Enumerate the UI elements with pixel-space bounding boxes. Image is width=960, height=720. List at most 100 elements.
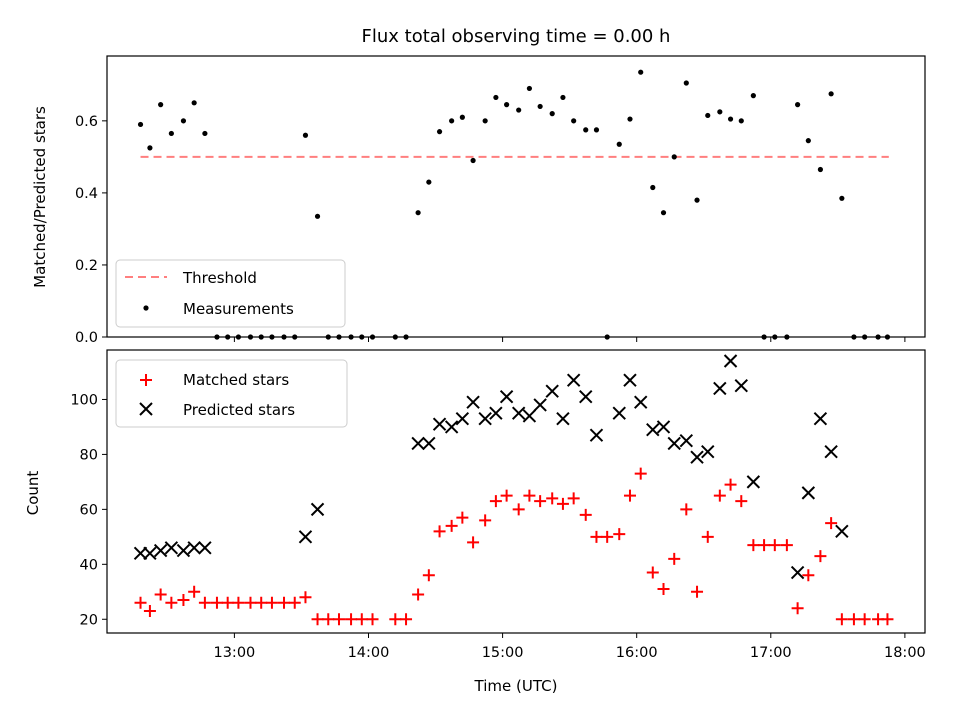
predicted-star-point bbox=[143, 546, 157, 561]
matched-star-point bbox=[255, 596, 268, 609]
matched-star-point bbox=[400, 613, 413, 626]
predicted-star-point bbox=[790, 565, 805, 580]
measurement-point bbox=[415, 210, 421, 216]
legend-measurements-label: Measurements bbox=[183, 300, 294, 318]
predicted-star-point bbox=[679, 433, 694, 448]
matched-star-point bbox=[165, 596, 178, 609]
predicted-star-point bbox=[489, 406, 503, 420]
predicted-star-point bbox=[556, 411, 570, 426]
predicted-star-point bbox=[612, 406, 626, 420]
y-tick-label: 20 bbox=[80, 612, 98, 628]
y-tick-label: 0.6 bbox=[75, 114, 98, 130]
x-tick-label: 13:00 bbox=[213, 645, 255, 661]
measurement-point bbox=[470, 157, 476, 164]
matched-star-point bbox=[847, 613, 860, 626]
predicted-star-point bbox=[466, 395, 480, 409]
measurement-point bbox=[158, 102, 164, 108]
matched-star-point bbox=[355, 613, 368, 626]
measurement-point bbox=[436, 129, 443, 135]
matched-star-point bbox=[198, 596, 211, 609]
y-tick-label: 60 bbox=[80, 502, 98, 518]
measurement-point bbox=[459, 114, 465, 120]
matched-star-point bbox=[322, 613, 335, 626]
matched-star-point bbox=[412, 588, 425, 601]
matched-star-point bbox=[579, 508, 592, 521]
measurement-point bbox=[147, 145, 153, 151]
matched-star-point bbox=[512, 503, 525, 516]
matched-star-point bbox=[758, 539, 771, 552]
matched-star-point bbox=[154, 588, 167, 601]
predicted-star-point bbox=[198, 541, 212, 555]
measurement-point bbox=[660, 210, 667, 216]
predicted-star-point bbox=[566, 373, 581, 387]
matched-star-point bbox=[134, 596, 147, 609]
matched-star-point bbox=[601, 530, 614, 543]
matched-star-point bbox=[657, 583, 670, 596]
matched-star-point bbox=[366, 613, 379, 626]
measurement-point bbox=[504, 102, 510, 108]
measurement-point bbox=[738, 118, 744, 124]
count-y-axis: 20 40 60 80 100 bbox=[70, 392, 107, 628]
matched-star-point bbox=[332, 613, 345, 626]
matched-star-point bbox=[445, 519, 458, 532]
predicted-star-point bbox=[701, 444, 715, 459]
count-panel: 20 40 60 80 100 13:00 14:00 15:00 16:00 17:00 18:… bbox=[24, 349, 926, 695]
predicted-star-point bbox=[723, 354, 738, 368]
x-axis-label: Time (UTC) bbox=[474, 677, 558, 695]
count-legend: Matched stars Predicted stars bbox=[115, 359, 348, 428]
matched-star-point bbox=[791, 602, 804, 615]
matched-star-point bbox=[623, 489, 636, 502]
matched-star-point bbox=[143, 605, 156, 618]
predicted-star-point bbox=[813, 411, 828, 426]
measurement-point bbox=[549, 111, 555, 117]
measurement-point bbox=[314, 213, 321, 219]
predicted-star-point bbox=[432, 417, 447, 431]
measurement-point bbox=[683, 80, 689, 86]
measurement-point bbox=[839, 195, 845, 201]
predicted-star-point bbox=[713, 381, 727, 396]
predicted-star-point bbox=[646, 422, 660, 437]
matched-star-point bbox=[724, 478, 737, 491]
matched-star-point bbox=[433, 525, 446, 538]
measurement-point bbox=[583, 127, 589, 133]
ratio-plot-area bbox=[137, 69, 891, 340]
x-tick-label: 14:00 bbox=[348, 645, 390, 661]
measurement-point bbox=[537, 103, 543, 110]
ratio-y-axis-label: Matched/Predicted stars bbox=[31, 106, 49, 288]
x-tick-label: 17:00 bbox=[750, 645, 792, 661]
predicted-star-point bbox=[824, 444, 838, 459]
measurement-point bbox=[616, 141, 622, 147]
predicted-star-point bbox=[422, 436, 436, 451]
predicted-star-point bbox=[478, 411, 492, 426]
predicted-star-point bbox=[176, 543, 191, 558]
matched-star-point bbox=[278, 596, 291, 609]
legend-matched-swatch bbox=[140, 374, 152, 386]
measurement-point bbox=[426, 179, 432, 185]
measurement-point bbox=[302, 132, 309, 138]
legend-measurements-swatch bbox=[143, 305, 149, 311]
matched-star-point bbox=[691, 585, 704, 598]
predicted-star-point bbox=[656, 420, 671, 434]
predicted-star-point bbox=[411, 436, 425, 451]
matched-star-point bbox=[177, 594, 190, 607]
matched-star-point bbox=[345, 613, 358, 626]
matched-star-point bbox=[244, 596, 257, 609]
predicted-star-point bbox=[746, 475, 761, 489]
measurement-point bbox=[694, 197, 700, 203]
measurement-point bbox=[627, 116, 633, 122]
predicted-star-point bbox=[444, 420, 459, 434]
measurement-point bbox=[650, 184, 656, 191]
measurement-point bbox=[817, 166, 824, 173]
y-tick-label: 0.2 bbox=[75, 258, 98, 274]
measurement-point bbox=[795, 102, 801, 108]
matched-star-point bbox=[311, 613, 324, 626]
chart-title: Flux total observing time = 0.00 h bbox=[362, 26, 671, 47]
predicted-star-point bbox=[579, 390, 593, 404]
matched-star-point bbox=[613, 528, 626, 541]
matched-star-point bbox=[668, 552, 681, 565]
count-axes-frame bbox=[106, 349, 926, 634]
matched-star-point bbox=[701, 530, 714, 543]
count-legend-box bbox=[115, 359, 348, 428]
matched-star-point bbox=[747, 539, 760, 552]
